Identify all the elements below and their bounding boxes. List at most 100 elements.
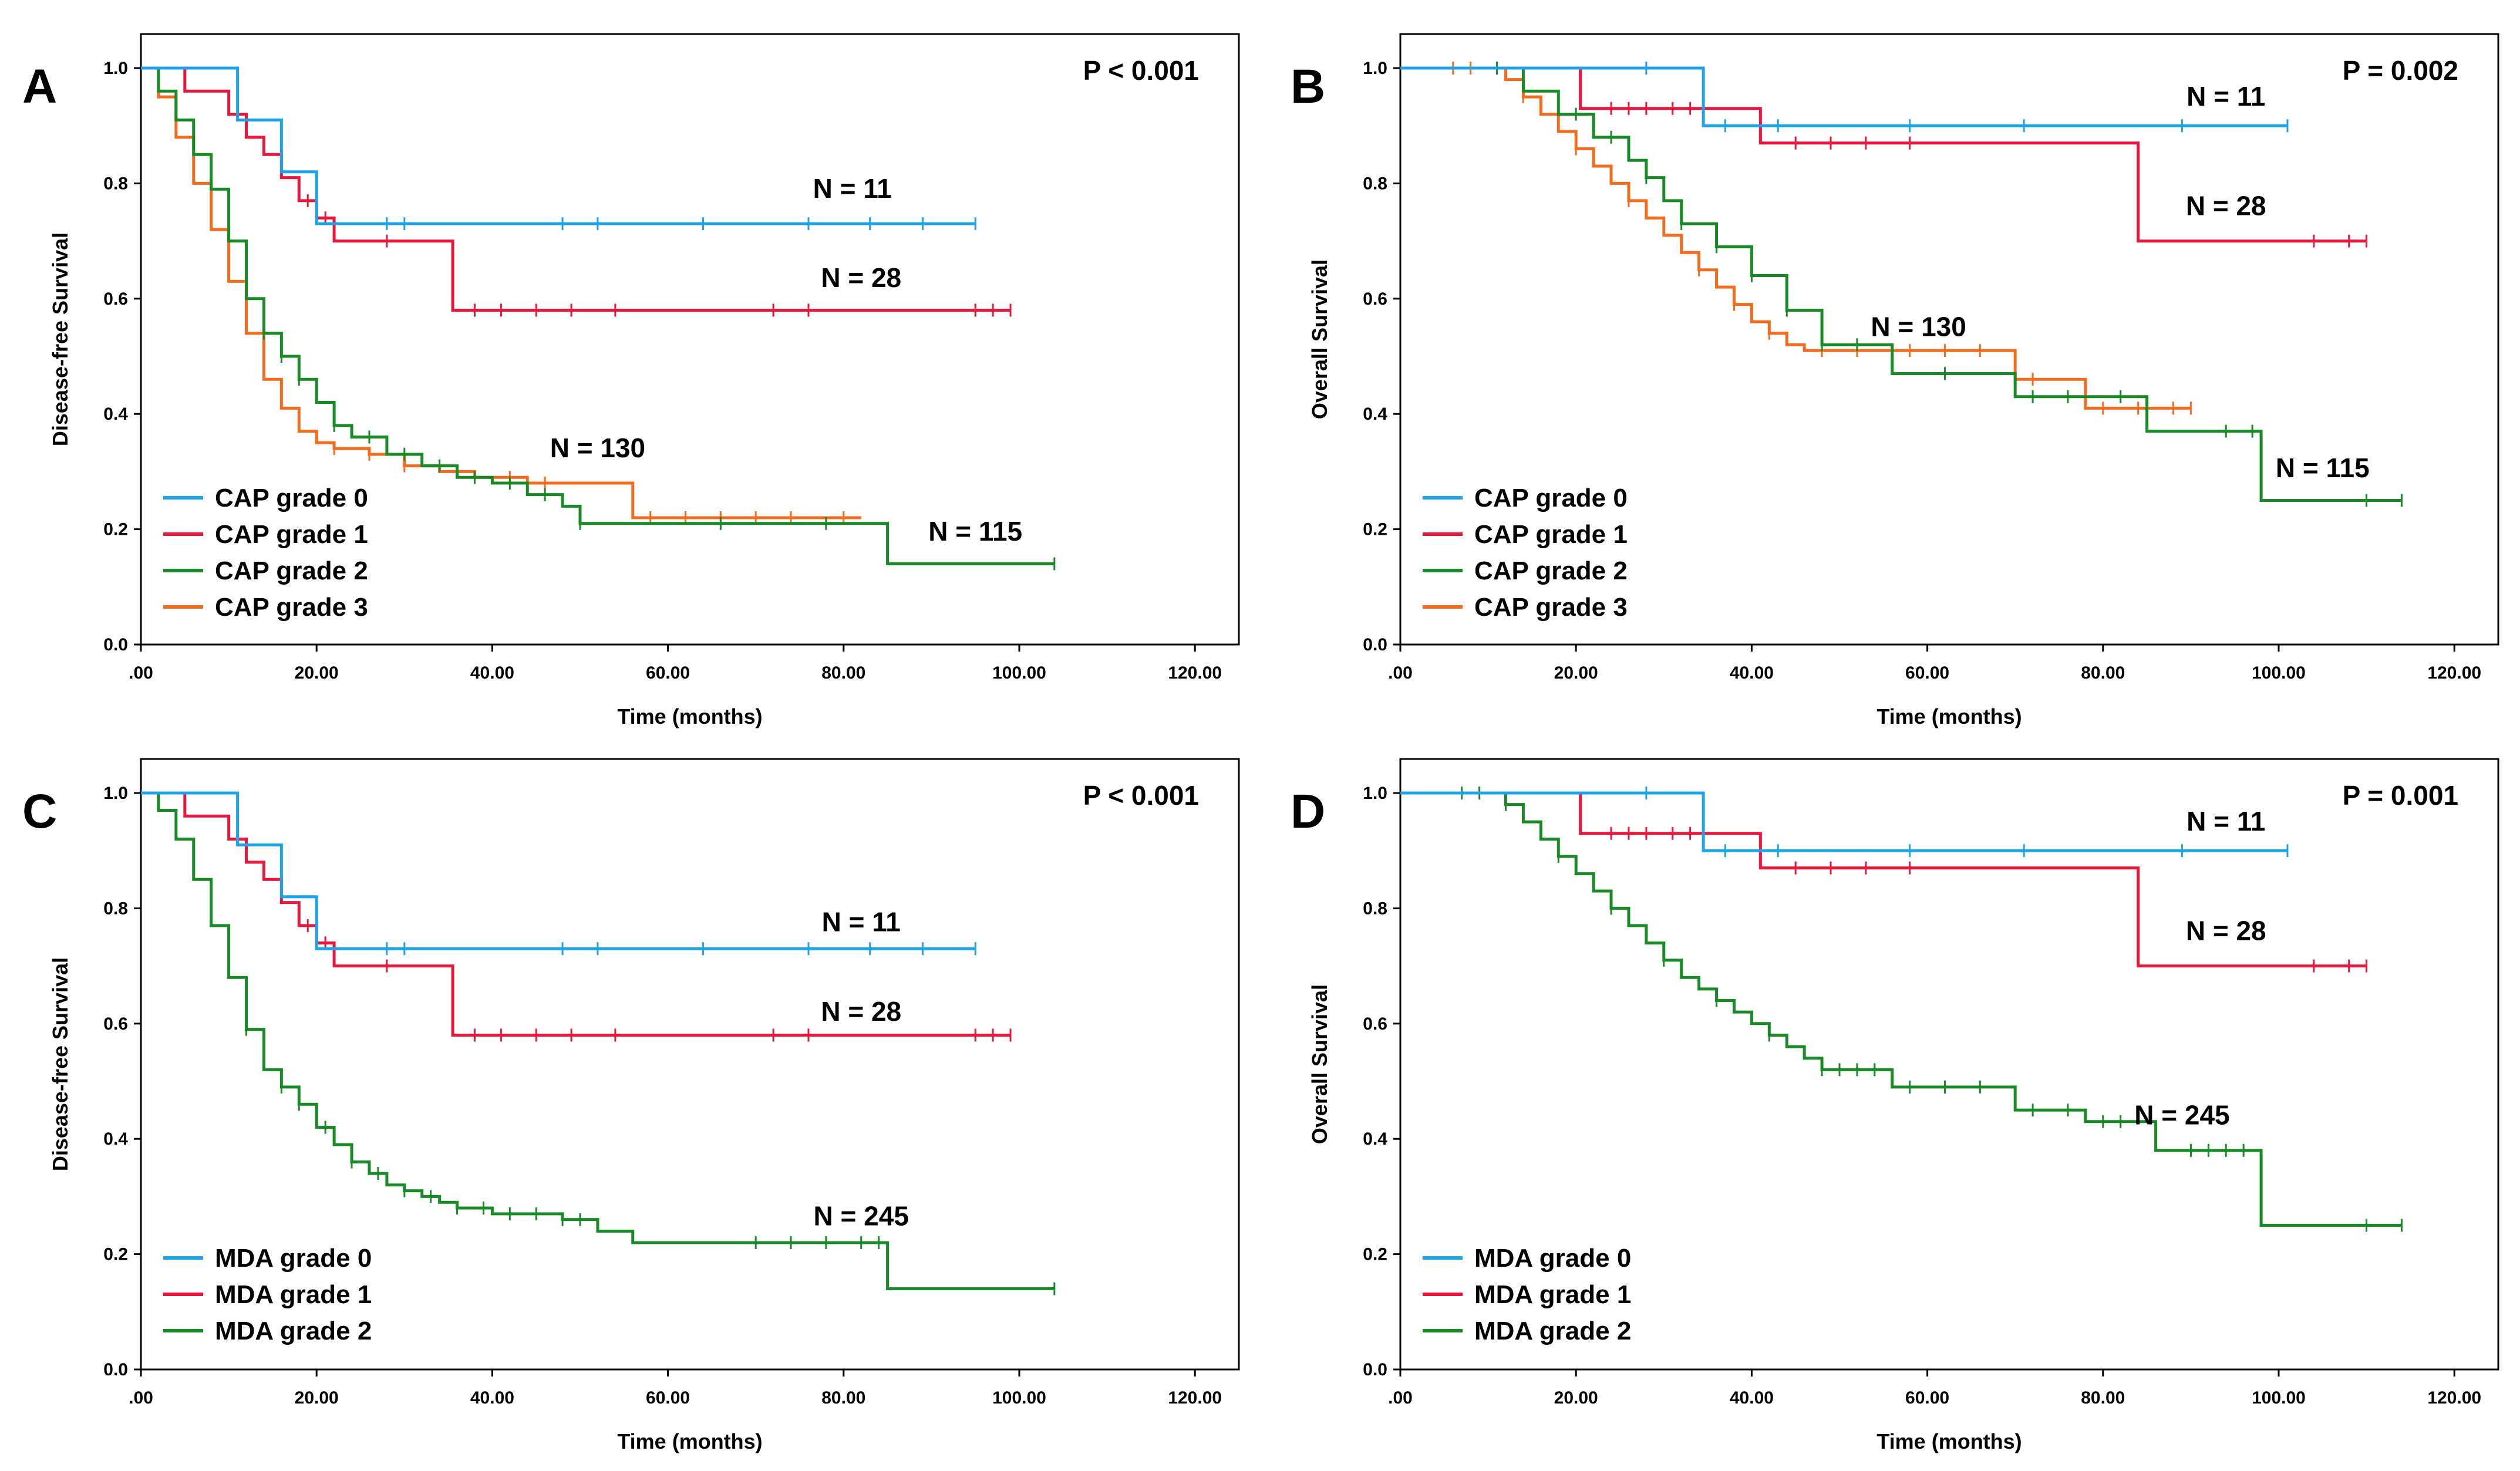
- legend-label: CAP grade 0: [1474, 484, 1628, 512]
- y-tick-label: 0.2: [1363, 520, 1387, 539]
- y-tick-label: 0.0: [103, 1360, 128, 1379]
- legend-label: MDA grade 1: [215, 1280, 372, 1309]
- p-value: P = 0.001: [2343, 780, 2458, 811]
- panel-letter: C: [22, 785, 57, 838]
- y-tick-label: 0.2: [103, 520, 128, 539]
- x-tick-label: 120.00: [2427, 663, 2481, 683]
- panel-letter: B: [1291, 60, 1325, 113]
- legend-label: MDA grade 0: [215, 1244, 372, 1273]
- legend-label: MDA grade 2: [1474, 1317, 1631, 1345]
- n-label: N = 11: [2187, 806, 2265, 836]
- survival-step-line: [1400, 791, 2402, 1227]
- x-axis-label: Time (months): [1876, 1429, 2022, 1453]
- panel-letter: D: [1291, 785, 1325, 838]
- plot-frame: [1399, 33, 2499, 646]
- x-tick-label: 20.00: [295, 1388, 339, 1408]
- x-tick-label: 40.00: [470, 663, 514, 683]
- survival-step-line: [1400, 791, 2287, 852]
- x-axis-label: Time (months): [617, 704, 762, 728]
- survival-step-line: [141, 791, 976, 950]
- legend-label: MDA grade 0: [1474, 1244, 1631, 1273]
- survival-step-line: [141, 66, 976, 225]
- x-tick-label: .00: [1388, 663, 1413, 683]
- x-tick-label: 100.00: [2252, 1388, 2306, 1408]
- x-tick-label: 40.00: [470, 1388, 514, 1408]
- y-tick-label: 0.8: [1363, 174, 1387, 193]
- y-tick-label: 0.8: [1363, 899, 1387, 918]
- x-tick-label: 80.00: [821, 1388, 865, 1408]
- x-axis-label: Time (months): [1876, 704, 2022, 728]
- legend-label: MDA grade 2: [215, 1317, 372, 1345]
- y-tick-label: 1.0: [103, 59, 128, 78]
- legend-label: CAP grade 1: [215, 520, 368, 549]
- n-label: N = 28: [2186, 190, 2266, 221]
- series-cap-grade-3: N = 130: [1400, 62, 2192, 415]
- x-tick-label: 20.00: [1554, 663, 1598, 683]
- x-tick-label: 100.00: [2252, 663, 2306, 683]
- plot-frame: [140, 33, 1240, 646]
- y-tick-label: 1.0: [1363, 59, 1387, 78]
- y-axis-label: Overall Survival: [1308, 984, 1332, 1144]
- x-tick-label: 80.00: [2081, 1388, 2125, 1408]
- legend-label: MDA grade 1: [1474, 1280, 1631, 1309]
- legend-label: CAP grade 1: [1474, 520, 1628, 549]
- y-axis-label: Overall Survival: [1308, 259, 1332, 419]
- series-cap-grade-0: N = 11: [141, 66, 976, 231]
- panel-b: B 0.0 0.2 0.4 0.6 0.8 1.0 .00 20.00 40.00 60.00 80.…: [1291, 33, 2499, 728]
- y-tick-label: 0.2: [1363, 1245, 1387, 1264]
- n-label: N = 28: [2186, 915, 2266, 946]
- y-axis-label: Disease-free Survival: [48, 232, 72, 446]
- series-mda-grade-1: N = 28: [141, 791, 1012, 1042]
- x-tick-label: 60.00: [646, 1388, 690, 1408]
- y-tick-label: 0.6: [103, 289, 128, 309]
- p-value: P < 0.001: [1083, 55, 1199, 86]
- n-label: N = 130: [550, 433, 645, 463]
- series-cap-grade-2: N = 115: [141, 66, 1056, 571]
- series-cap-grade-0: N = 11: [1400, 62, 2289, 133]
- panel-letter: A: [22, 60, 57, 113]
- x-axis-label: Time (months): [617, 1429, 762, 1453]
- x-tick-label: .00: [1388, 1388, 1413, 1408]
- x-tick-label: 60.00: [1905, 663, 1949, 683]
- x-tick-label: .00: [129, 663, 153, 683]
- x-tick-label: 120.00: [1168, 1388, 1222, 1408]
- x-tick-label: .00: [129, 1388, 153, 1408]
- x-tick-label: 100.00: [992, 1388, 1046, 1408]
- y-axis-label: Disease-free Survival: [48, 957, 72, 1171]
- series-mda-grade-0: N = 11: [141, 791, 976, 956]
- x-tick-label: 80.00: [821, 663, 865, 683]
- y-tick-label: 0.0: [1363, 1360, 1387, 1379]
- n-label: N = 28: [821, 262, 901, 293]
- n-label: N = 245: [2134, 1100, 2229, 1131]
- n-label: N = 245: [814, 1201, 909, 1232]
- legend-label: CAP grade 3: [215, 593, 368, 622]
- series-mda-grade-0: N = 11: [1400, 787, 2289, 858]
- x-tick-label: 60.00: [646, 663, 690, 683]
- n-label: N = 115: [928, 516, 1022, 546]
- x-tick-label: 20.00: [1554, 1388, 1598, 1408]
- y-tick-label: 0.8: [103, 174, 128, 193]
- plot-frame: [140, 758, 1240, 1371]
- panel-a: A 0.0 0.2 0.4 0.6 0.8 1.0 .00 20.00 40.00 60.00 80.…: [22, 33, 1240, 728]
- x-tick-label: 20.00: [295, 663, 339, 683]
- survival-step-line: [1400, 66, 2287, 127]
- x-tick-label: 120.00: [2427, 1388, 2481, 1408]
- y-tick-label: 0.4: [103, 1129, 128, 1149]
- y-tick-label: 0.0: [103, 635, 128, 654]
- panel-d: D 0.0 0.2 0.4 0.6 0.8 1.0 .00 20.00 40.00 60.00 80.…: [1291, 758, 2499, 1453]
- legend-label: CAP grade 2: [215, 556, 368, 585]
- n-label: N = 11: [822, 907, 901, 937]
- y-tick-label: 0.4: [1363, 1129, 1387, 1149]
- x-tick-label: 100.00: [992, 663, 1046, 683]
- series-mda-grade-2: N = 245: [141, 791, 1056, 1295]
- survival-step-line: [141, 791, 1055, 1291]
- y-tick-label: 1.0: [1363, 784, 1387, 803]
- x-tick-label: 40.00: [1730, 663, 1774, 683]
- legend-label: CAP grade 3: [1474, 593, 1628, 622]
- y-tick-label: 0.6: [1363, 1014, 1387, 1034]
- p-value: P = 0.002: [2343, 55, 2458, 86]
- n-label: N = 28: [821, 996, 901, 1027]
- panel-c: C 0.0 0.2 0.4 0.6 0.8 1.0 .00 20.00 40.00 60.00 80.…: [22, 758, 1240, 1453]
- y-tick-label: 0.0: [1363, 635, 1387, 654]
